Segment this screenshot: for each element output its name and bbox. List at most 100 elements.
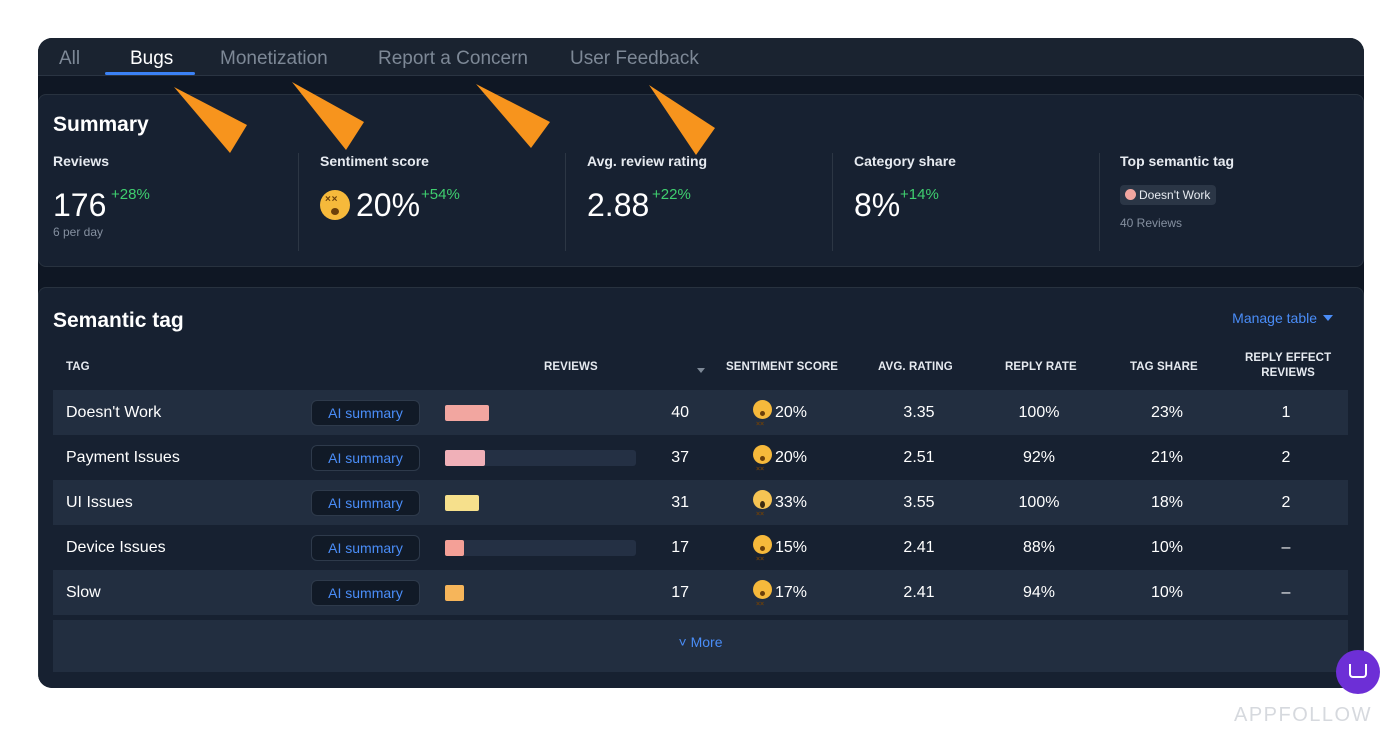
reviews-bar-fill — [445, 450, 485, 466]
avg-rating: 3.35 — [903, 404, 935, 421]
header-reviews[interactable]: REVIEWS — [544, 361, 598, 373]
active-tab-indicator — [105, 72, 195, 75]
avg-rating: 2.51 — [903, 449, 935, 466]
tag-share: 23% — [1150, 404, 1184, 421]
divider — [565, 153, 566, 251]
metric-sub: 40 Reviews — [1120, 216, 1183, 230]
reply-rate: 94% — [1022, 584, 1056, 601]
reviews-count: 37 — [671, 449, 689, 466]
semantic-tag-title: Semantic tag — [53, 309, 184, 332]
reviews-count: 17 — [671, 584, 689, 601]
metric-label: Top semantic tag — [1120, 153, 1235, 169]
tab-bugs[interactable]: Bugs — [130, 48, 174, 69]
header-tag-share: TAG SHARE — [1130, 361, 1198, 373]
divider — [1099, 153, 1100, 251]
metric-value: 8% — [854, 187, 901, 223]
tab-user-feedback[interactable]: User Feedback — [570, 48, 699, 69]
tab-bar: All Bugs Monetization Report a Concern U… — [38, 38, 1364, 76]
avg-rating: 2.41 — [903, 539, 935, 556]
metric-reviews: Reviews 176 +28% 6 per day — [53, 153, 283, 253]
metric-delta: +54% — [421, 186, 460, 203]
reply-rate: 100% — [1018, 494, 1060, 511]
table-row[interactable]: Slow AI summary 17 17% 2.41 94% 10% – — [53, 570, 1348, 627]
reviews-bar-track — [445, 495, 636, 511]
table-row[interactable]: Device Issues AI summary 17 15% 2.41 88% 10% – — [53, 525, 1348, 582]
summary-card: Summary Reviews 176 +28% 6 per day Senti… — [38, 94, 1364, 267]
reviews-bar-track — [445, 450, 636, 466]
dizzy-face-emoji-icon — [753, 580, 772, 627]
ai-summary-button[interactable]: AI summary — [311, 580, 420, 606]
header-sentiment-score: SENTIMENT SCORE — [726, 361, 839, 373]
sentiment-score: 20% — [753, 435, 807, 492]
reply-effect-reviews: – — [1281, 539, 1291, 556]
metric-delta: +22% — [652, 186, 691, 203]
metric-value: 176 — [53, 187, 107, 223]
header-reply-rate: REPLY RATE — [1005, 361, 1077, 373]
tag-name: Slow — [66, 584, 101, 601]
header-avg-rating: AVG. RATING — [878, 361, 953, 373]
metric-category-share: Category share 8% +14% — [854, 153, 1084, 253]
metric-label: Avg. review rating — [587, 153, 708, 169]
tag-name: Doesn't Work — [66, 404, 162, 421]
sort-caret-icon[interactable] — [697, 368, 705, 373]
reviews-bar-fill — [445, 405, 489, 421]
table-row[interactable]: Doesn't Work AI summary 40 20% 3.35 100% 23% 1 — [53, 390, 1348, 447]
summary-title: Summary — [53, 113, 149, 136]
metric-label: Category share — [854, 153, 956, 169]
reviews-bar-track — [445, 585, 636, 601]
reply-effect-reviews: – — [1281, 584, 1291, 601]
metric-label: Sentiment score — [320, 153, 429, 169]
manage-table-button[interactable]: Manage table — [1232, 310, 1333, 326]
ai-summary-button[interactable]: AI summary — [311, 400, 420, 426]
avg-rating: 2.41 — [903, 584, 935, 601]
avg-rating: 3.55 — [903, 494, 935, 511]
sentiment-score: 33% — [753, 480, 807, 537]
sentiment-score: 17% — [753, 570, 807, 627]
metric-value: 2.88 — [587, 187, 650, 223]
reply-effect-reviews: 1 — [1281, 404, 1291, 421]
metric-sub: 6 per day — [53, 225, 104, 239]
dizzy-face-emoji-icon — [753, 445, 772, 492]
reply-rate: 88% — [1022, 539, 1056, 556]
reviews-count: 31 — [671, 494, 689, 511]
app-window: All Bugs Monetization Report a Concern U… — [38, 38, 1364, 688]
tab-all[interactable]: All — [59, 48, 81, 69]
reviews-bar-fill — [445, 495, 479, 511]
tag-name: UI Issues — [66, 494, 133, 511]
metric-value: 20% — [320, 187, 420, 224]
header-tag: TAG — [66, 361, 90, 373]
metric-top-semantic-tag: Top semantic tag 40 Reviews — [1120, 153, 1350, 253]
table-row[interactable]: Payment Issues AI summary 37 20% 2.51 92% 21% 2 — [53, 435, 1348, 492]
chat-widget-button[interactable] — [1336, 650, 1380, 694]
reply-effect-reviews: 2 — [1281, 449, 1291, 466]
ai-summary-button[interactable]: AI summary — [311, 490, 420, 516]
tag-name: Payment Issues — [66, 449, 180, 466]
reviews-bar-track — [445, 405, 636, 421]
dizzy-face-emoji-icon — [753, 535, 772, 582]
header-reply-effect-reviews: REPLY EFFECT REVIEWS — [1245, 352, 1332, 379]
reviews-bar-track — [445, 540, 636, 556]
reviews-count: 17 — [671, 539, 689, 556]
tag-share: 21% — [1150, 449, 1184, 466]
tab-monetization[interactable]: Monetization — [220, 48, 328, 69]
reviews-bar-fill — [445, 540, 464, 556]
ai-summary-button[interactable]: AI summary — [311, 535, 420, 561]
metric-delta: +28% — [111, 186, 150, 203]
tag-share: 10% — [1150, 539, 1184, 556]
reply-rate: 100% — [1018, 404, 1060, 421]
tag-name: Device Issues — [66, 539, 166, 556]
table-row[interactable]: UI Issues AI summary 31 33% 3.55 100% 18% 2 — [53, 480, 1348, 537]
tab-report-a-concern[interactable]: Report a Concern — [378, 48, 528, 69]
brand-watermark: APPFOLLOW — [1234, 704, 1372, 726]
metric-sentiment: Sentiment score 20% +54% — [320, 153, 550, 253]
metric-label: Reviews — [53, 153, 110, 169]
ai-summary-button[interactable]: AI summary — [311, 445, 420, 471]
sentiment-score: 20% — [753, 390, 807, 447]
reviews-bar-fill — [445, 585, 464, 601]
top-tag-chip[interactable]: Doesn't Work — [1120, 185, 1217, 205]
reply-rate: 92% — [1022, 449, 1056, 466]
more-row: ˅ More — [53, 620, 1348, 672]
more-button[interactable]: ˅ More — [678, 634, 723, 650]
divider — [298, 153, 299, 251]
reviews-count: 40 — [671, 404, 689, 421]
